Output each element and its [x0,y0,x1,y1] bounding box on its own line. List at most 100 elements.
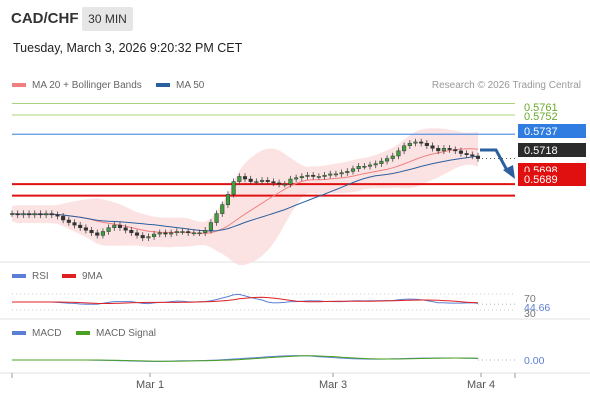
candle [441,145,446,155]
candle-body [362,165,367,168]
candle [316,173,321,180]
rsi-line [12,293,479,305]
candle [305,172,310,180]
candle-body [299,176,304,179]
candle-body [44,213,49,216]
candle-body [385,158,390,162]
candle [396,147,401,160]
candle [311,172,316,180]
candle-body [470,154,475,157]
candle [322,172,327,180]
candle-body [21,213,26,216]
candle [214,210,219,226]
candle [225,191,231,208]
candle [242,173,248,183]
candle-body [78,224,83,228]
candle-body [367,164,373,167]
candle [140,232,145,242]
candle [123,224,128,234]
price-tag-label: 0.5689 [524,174,558,186]
candle [163,229,168,238]
candle-body [436,148,441,152]
candle-body [390,155,395,159]
candle-body [254,181,259,183]
candle [373,160,378,169]
price-tag-label: 0.5761 [524,102,558,114]
candle-body [424,142,429,147]
macd-axis-label: 0.00 [524,355,545,367]
candle-body [316,176,321,178]
candle-body [32,213,37,216]
candle [362,163,367,170]
candle-body [9,213,15,215]
candle [231,178,236,198]
candle [470,151,475,160]
candle-body [447,148,452,150]
candle-body [350,168,356,172]
legend-9ma: 9MA [62,271,103,282]
candle [169,229,174,238]
timeframe-badge[interactable]: 30 MIN [82,7,133,31]
candle-body [191,232,196,235]
candle-body [61,215,66,221]
candle [203,227,208,236]
candle-body [15,213,20,216]
candle [66,216,71,226]
candle-body [305,174,310,177]
candle-body [475,155,481,159]
legend-label-macd: MACD [32,328,62,339]
candle-body [430,145,435,149]
candle [402,142,407,155]
candle-body [265,180,270,182]
candle [26,210,32,219]
candle-body [123,227,128,231]
candle [44,210,49,219]
legend-label-ma20: MA 20 + Bollinger Bands [32,80,142,91]
candle-body [259,180,265,182]
candle-body [146,236,151,239]
candle [157,229,162,238]
candle-body [225,194,231,205]
legend-swatch-macd-signal [76,331,90,336]
moving-averages [11,148,479,234]
candle [271,178,276,187]
candle-body [271,181,276,184]
legend-macd: MACD [12,328,61,339]
candle-body [169,232,174,235]
candle [254,178,259,185]
legend-swatch-ma50 [156,83,170,88]
candle-body [140,235,145,239]
candle-body [277,182,282,185]
level-lines [12,103,515,197]
candle-body [294,177,299,180]
bollinger-band [12,128,478,266]
price-tag-box [518,143,586,157]
candle [117,221,123,231]
forecast-arrow-path [480,148,510,173]
candle-body [180,231,185,233]
candle [129,227,134,236]
candle [237,173,242,185]
candle [407,140,412,149]
candle [475,152,481,162]
candle-body [100,231,105,236]
candle-body [333,173,338,176]
candle [186,228,191,236]
rsi-9ma-line [12,296,479,304]
candle [55,211,60,220]
candle [152,230,157,240]
candle [288,175,293,188]
candle-body [339,172,344,175]
legend-ma20-bollinger: MA 20 + Bollinger Bands [12,80,142,91]
candle-body [441,148,446,152]
candle [453,146,458,155]
legend-label-ma50: MA 50 [176,80,205,91]
candle [9,210,15,217]
candle [430,142,435,152]
candle-body [152,233,157,237]
candle-body [311,174,316,177]
candle-body [117,224,123,228]
